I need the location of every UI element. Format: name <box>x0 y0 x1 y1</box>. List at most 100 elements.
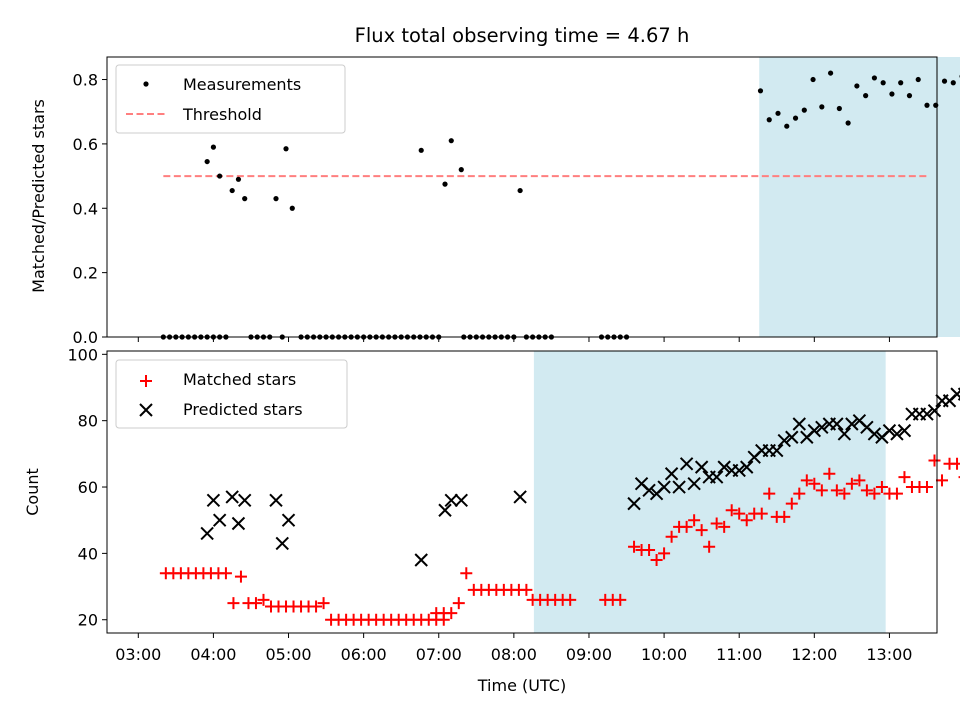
measurement-point <box>880 80 886 86</box>
predicted-star-point <box>237 493 252 508</box>
measurement-point <box>941 78 948 84</box>
predicted-star-point <box>890 427 904 441</box>
measurement-point <box>283 146 289 152</box>
matched-star-point <box>614 593 627 606</box>
predicted-star-point <box>281 513 296 527</box>
legend-measurements-marker <box>143 81 149 87</box>
predicted-star-point <box>414 553 428 567</box>
predicted-star-point <box>950 387 960 401</box>
bottom-y-tick-label: 20 <box>78 611 98 630</box>
matched-star-point <box>452 597 465 610</box>
predicted-star-point <box>627 496 641 511</box>
matched-star-point <box>853 474 866 487</box>
predicted-star-point <box>777 433 791 448</box>
bottom-y-tick-label: 80 <box>78 412 98 431</box>
predicted-star-point <box>709 470 724 484</box>
measurement-point <box>933 102 939 108</box>
matched-star-point <box>785 497 798 510</box>
predicted-star-point <box>206 493 221 508</box>
measurement-point <box>766 117 772 123</box>
matched-star-point <box>445 607 458 620</box>
top-y-tick-label: 0.2 <box>73 264 98 283</box>
top-y-tick-label: 0.8 <box>73 71 98 90</box>
bottom-x-tick-label: 13:00 <box>866 645 912 664</box>
matched-star-point <box>890 487 903 500</box>
predicted-star-point <box>920 407 934 421</box>
matched-star-point <box>460 567 473 580</box>
predicted-star-point <box>897 423 912 438</box>
predicted-star-point <box>657 480 671 494</box>
matched-star-point <box>860 484 873 497</box>
measurement-point <box>757 88 764 94</box>
matched-star-point <box>628 540 641 553</box>
matched-star-point <box>740 514 753 527</box>
predicted-star-point <box>694 460 709 474</box>
matched-star-point <box>763 487 776 500</box>
legend-measurements-label: Measurements <box>183 75 301 94</box>
top-observing-span <box>759 57 960 337</box>
legend-matched-marker <box>140 375 152 387</box>
matched-star-point <box>793 487 806 500</box>
predicted-star-point <box>867 427 882 441</box>
bottom-legend: Matched stars Predicted stars <box>115 359 348 429</box>
matched-star-point <box>227 597 240 610</box>
measurement-point <box>458 167 464 173</box>
measurement-point <box>217 173 223 179</box>
bottom-x-tick-label: 06:00 <box>341 645 387 664</box>
measurement-point <box>448 138 454 144</box>
matched-star-point <box>868 487 881 500</box>
predicted-star-point <box>740 460 754 474</box>
measurement-point <box>775 110 781 116</box>
matched-star-point <box>695 524 708 537</box>
predicted-star-point <box>513 490 527 504</box>
measurement-point <box>273 196 279 202</box>
matched-star-point <box>898 471 911 484</box>
top-legend-box <box>115 64 346 134</box>
predicted-star-point <box>830 417 844 431</box>
matched-star-point <box>703 540 716 553</box>
bottom-x-tick-label: 08:00 <box>491 645 537 664</box>
predicted-star-point <box>679 457 694 471</box>
matched-star-point <box>800 474 813 487</box>
predicted-star-point <box>770 443 784 458</box>
measurement-point <box>827 70 834 76</box>
measurement-point <box>915 76 921 83</box>
matched-star-point <box>845 477 858 490</box>
measurement-point <box>924 102 930 108</box>
measurement-point <box>845 120 851 126</box>
measurement-point <box>442 181 448 187</box>
top-axes-frame <box>106 56 938 338</box>
predicted-star-point <box>845 417 859 431</box>
predicted-star-point <box>792 417 807 431</box>
legend-matched-label: Matched stars <box>183 370 296 389</box>
matched-star-point <box>838 487 851 500</box>
measurement-point <box>836 105 842 112</box>
matched-star-point <box>920 481 933 494</box>
matched-star-point <box>249 597 262 610</box>
bottom-legend-box <box>115 359 348 429</box>
measurement-point <box>810 76 816 83</box>
predicted-star-point <box>717 460 731 474</box>
matched-star-point <box>951 457 960 470</box>
bottom-y-tick-label: 60 <box>78 478 98 497</box>
bottom-x-tick-label: 04:00 <box>190 645 236 664</box>
top-y-tick-label: 0.0 <box>73 328 98 347</box>
bottom-x-tick-label: 10:00 <box>641 645 687 664</box>
measurement-point <box>863 93 869 99</box>
measurement-point <box>854 83 860 89</box>
predicted-star-point <box>927 404 942 418</box>
predicted-star-point <box>732 463 746 478</box>
bottom-y-tick-label: 40 <box>78 544 98 563</box>
predicted-star-point <box>664 467 679 481</box>
matched-star-point <box>665 530 678 543</box>
bottom-plot-area: 20 40 60 80 100 03:00 04:00 05:00 06:00 07:00 08:0… <box>67 345 960 664</box>
matched-star-point <box>823 467 836 480</box>
predicted-star-point <box>807 423 822 438</box>
bottom-y-axis-label: Count <box>23 468 42 516</box>
predicted-star-point <box>269 493 283 508</box>
matched-star-point <box>725 504 738 517</box>
predicted-star-point <box>672 480 686 494</box>
predicted-star-point <box>444 493 458 508</box>
matched-star-point <box>778 510 791 523</box>
